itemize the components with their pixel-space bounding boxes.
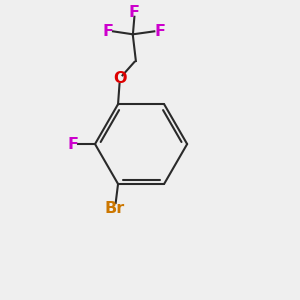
Text: Br: Br: [105, 201, 125, 216]
Text: F: F: [67, 136, 78, 152]
Text: F: F: [129, 4, 140, 20]
Text: F: F: [102, 24, 113, 39]
Text: O: O: [113, 71, 126, 86]
Text: F: F: [154, 24, 165, 39]
